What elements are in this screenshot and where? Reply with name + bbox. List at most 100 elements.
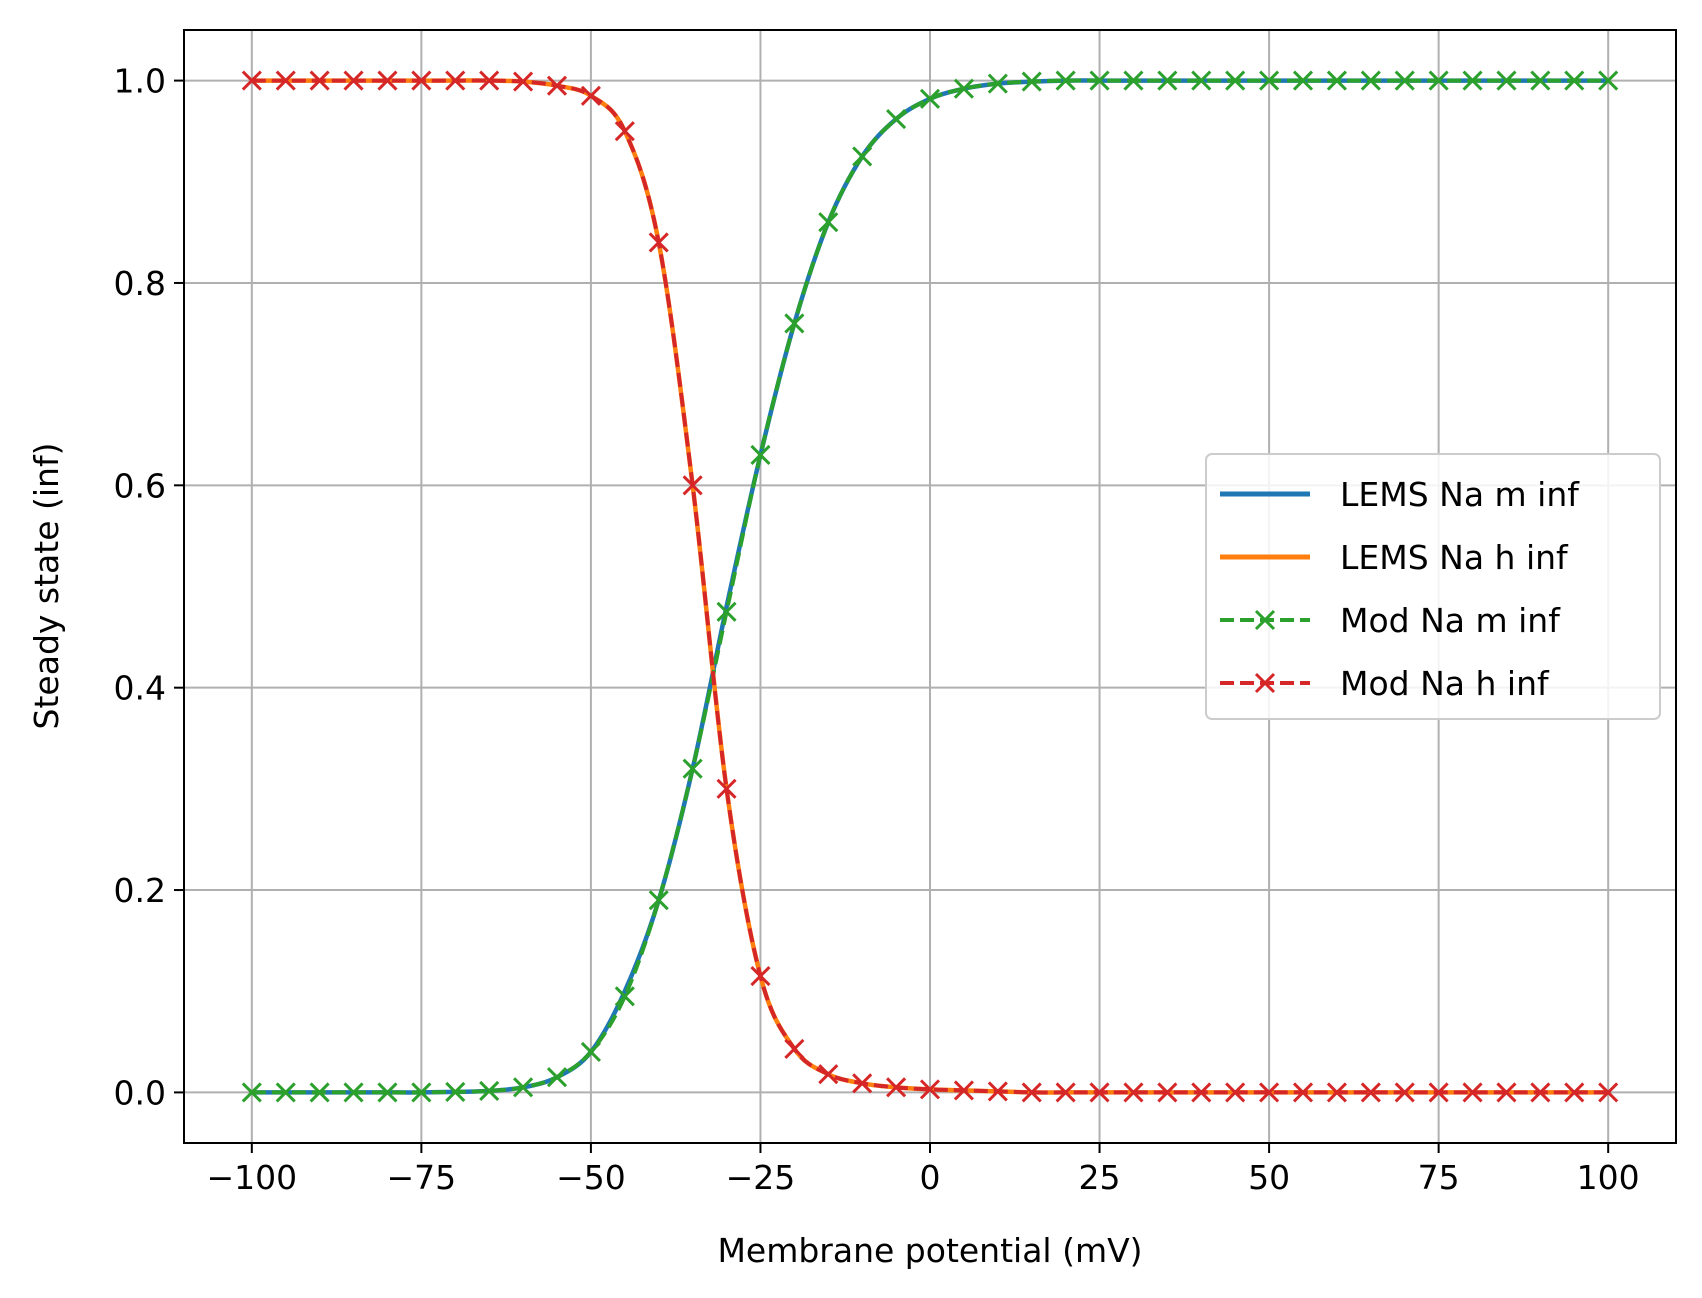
x-tick-label: −50 [556,1158,626,1197]
data-point-marker [1225,1082,1246,1103]
data-point-marker [479,70,500,91]
data-point-marker [919,1079,941,1100]
legend-label: LEMS Na m inf [1340,475,1580,514]
data-point-marker [1089,1082,1110,1103]
series-layer [241,70,1619,1103]
series-mod-na-m-inf [241,70,1619,1103]
data-point-marker [1530,70,1551,91]
data-point-marker [1394,1082,1415,1103]
data-point-marker [784,313,805,334]
data-point-marker [1021,71,1042,92]
data-point-marker [648,890,669,911]
data-point-marker [953,78,974,99]
data-point-marker [1259,1082,1280,1103]
data-point-marker [919,88,941,109]
data-point-marker [1123,70,1144,91]
data-point-marker [1360,1082,1381,1103]
data-point-marker [445,1081,466,1102]
data-point-marker [1021,1082,1042,1103]
data-point-marker [343,1082,364,1103]
data-point-marker [1157,70,1178,91]
data-point-marker [1428,1082,1449,1103]
data-point-marker [546,75,568,96]
data-point-marker [614,121,635,142]
data-point-marker [987,73,1008,94]
data-point-marker [1598,1082,1619,1103]
data-point-marker [750,444,771,466]
data-point-marker [1089,70,1110,91]
data-point-marker [546,1067,568,1088]
y-tick-label: 0.4 [114,669,166,708]
data-point-marker [309,1082,330,1103]
data-point-marker [1394,70,1415,91]
legend-label: LEMS Na h inf [1340,538,1569,577]
y-tick-label: 0.2 [114,871,166,910]
data-point-marker [479,1080,500,1101]
data-point-marker [377,70,398,91]
y-tick-label: 0.6 [114,466,166,505]
legend-box [1205,453,1661,720]
data-point-marker [1292,1082,1314,1103]
data-point-marker [818,212,839,233]
legend: LEMS Na m inf LEMS Na h inf Mod Na m inf Mo… [1205,453,1661,720]
data-point-marker [1462,1082,1483,1103]
data-point-marker [750,965,771,987]
axis-ticks: −100 −75 −50 −25 0 25 50 75 100 0.0 0.2 0.4 0.6 0.8 1.… [114,62,1640,1197]
data-point-marker [852,1073,873,1094]
data-point-marker [987,1081,1008,1102]
legend-label: Mod Na h inf [1340,664,1550,703]
data-point-marker [1326,1082,1347,1103]
data-point-marker [1191,1082,1212,1103]
data-point-marker [580,1041,601,1063]
x-tick-label: 50 [1248,1158,1290,1197]
data-point-marker [1564,1082,1585,1103]
series-mod-na-h-inf [241,70,1619,1103]
data-point-marker [716,778,737,799]
data-point-marker [411,70,432,91]
y-tick-label: 0.8 [114,264,166,303]
data-point-marker [682,475,703,496]
data-point-marker [1055,70,1076,91]
data-point-marker [445,70,466,91]
data-point-marker [513,1077,534,1098]
data-point-marker [852,146,873,167]
data-point-marker [241,70,262,91]
x-tick-label: 0 [920,1158,941,1197]
data-point-marker [1326,70,1347,91]
data-point-marker [580,85,601,106]
data-point-marker [343,70,364,91]
x-tick-label: 100 [1577,1158,1640,1197]
data-point-marker [614,986,635,1007]
data-point-marker [309,70,330,91]
legend-marker [1254,609,1276,631]
legend-label: Mod Na m inf [1340,601,1561,640]
data-point-marker [1055,1082,1076,1103]
x-axis-label: Membrane potential (mV) [717,1231,1142,1270]
data-point-marker [1428,70,1449,91]
data-point-marker [241,1082,262,1103]
x-tick-label: −25 [726,1158,796,1197]
x-tick-label: 75 [1418,1158,1460,1197]
data-point-marker [1259,70,1280,91]
x-tick-label: −100 [206,1158,297,1197]
data-point-marker [377,1082,398,1103]
x-tick-label: 25 [1079,1158,1121,1197]
data-point-marker [1292,70,1314,91]
data-point-marker [275,1082,296,1103]
x-tick-label: −75 [387,1158,457,1197]
data-point-marker [1225,70,1246,91]
y-tick-label: 0.0 [114,1073,166,1112]
y-tick-label: 1.0 [114,62,166,101]
data-point-marker [1360,70,1381,91]
data-point-marker [1598,70,1619,91]
legend-marker [1254,672,1276,694]
data-point-marker [953,1080,974,1101]
data-point-marker [275,70,296,91]
data-point-marker [886,1077,907,1098]
data-point-marker [1564,70,1585,91]
data-point-marker [411,1082,432,1103]
series-line [251,78,1609,1095]
data-point-marker [648,232,669,253]
